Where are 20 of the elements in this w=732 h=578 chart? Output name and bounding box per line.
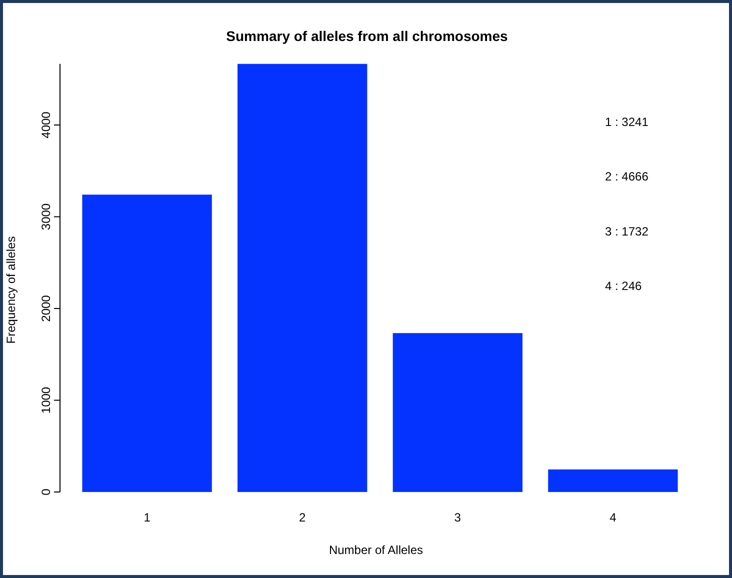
bar [82,194,212,492]
annotation: 2 : 4666 [605,170,649,184]
annotation: 1 : 3241 [605,115,649,129]
y-axis-title: Frequency of alleles [4,236,18,344]
y-tick-label: 2000 [39,294,53,322]
annotation: 4 : 246 [605,279,642,294]
y-tick-label: 0 [39,488,53,496]
x-tick-label: 3 [454,510,462,525]
x-tick-label: 1 [144,510,151,525]
x-axis-title: Number of Alleles [328,543,424,557]
y-tick-label: 1000 [39,386,53,414]
x-tick-label: 4 [610,510,617,525]
y-tick-label: 3000 [39,203,53,230]
bar [238,64,368,492]
bar [392,333,522,492]
x-tick-label: 2 [299,510,306,525]
bar [548,469,678,492]
chart-title: Summary of alleles from all chromosomes [226,28,508,44]
y-tick-label: 4000 [39,111,53,138]
annotation: 3 : 1732 [605,224,649,238]
